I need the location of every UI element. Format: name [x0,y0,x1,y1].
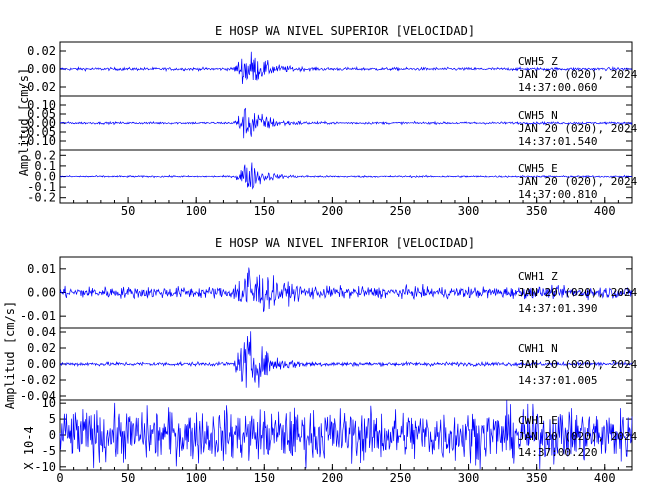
start-time-label: 14:37:00.220 [518,446,597,459]
upper-y-axis-label: Amplitud [cm/s] [17,68,31,176]
y-tick-label: 0.01 [27,262,56,276]
trace-strip-cwh5-n: 0.100.050.00-0.05-0.10 CWH5 N JAN 20 (02… [20,95,638,151]
y-tick-label: -0.2 [27,191,56,205]
y-tick-label: 0.02 [27,44,56,58]
y-tick-label: 0.00 [27,286,56,300]
y-tick-label: 0.05 [27,107,56,121]
start-time-label: 14:37:00.060 [518,81,597,94]
trace-strip-cwh5-z: 0.020.00-0.02 CWH5 Z JAN 20 (020), 2024 … [20,41,638,97]
x-tick-label: 400 [594,471,616,485]
y-tick-label: -0.1 [27,180,56,194]
x-tick-label: 200 [322,204,344,218]
upper-x-axis: 50 100 150 200 250 300 350 400 [73,197,619,218]
lower-x-axis: 0 50 100 150 200 250 300 350 400 [56,464,619,485]
y-tick-label: 0.0 [34,170,56,184]
upper-panel-title: E HOSP WA NIVEL SUPERIOR [VELOCIDAD] [215,24,475,38]
x-tick-label: 150 [253,204,275,218]
strip-y-ticks: 0.02 0.00 -0.02 [20,44,632,94]
y-tick-label: -0.10 [20,134,56,148]
start-time-label: 14:37:00.810 [518,188,597,201]
waveform-trace [59,162,633,190]
x-tick-label: 250 [390,471,412,485]
strip-y-ticks: 0.100.050.00-0.05-0.10 [20,98,632,148]
date-label: JAN 20 (020), 2024 [518,358,638,371]
y-tick-label: -10 [34,460,56,474]
y-tick-label: 0.04 [27,325,56,339]
y-tick-label: -0.02 [20,80,56,94]
trace-strip-cwh1-e: 10 5 0 -5 -10 CWH1 E JAN 20 (020), 2024 14:3… [34,396,637,474]
lower-panel: E HOSP WA NIVEL INFERIOR [VELOCIDAD] Amp… [3,236,638,485]
y-tick-label: 0.00 [27,62,56,76]
y-tick-label: -0.01 [20,309,56,323]
trace-strip-cwh5-e: 0.20.10.0-0.1-0.2 CWH5 E JAN 20 (020), 2… [27,148,637,204]
date-label: JAN 20 (020), 2024 [518,122,638,135]
y-tick-label: 0.00 [27,116,56,130]
x-tick-label: 100 [185,204,207,218]
x-tick-label: 150 [253,471,275,485]
date-label: JAN 20 (020), 2024 [518,175,638,188]
strip-y-ticks: 10 5 0 -5 -10 [34,396,632,474]
x-tick-label: 250 [390,204,412,218]
station-channel-label: CWH5 E [518,162,558,175]
waveform-trace [59,400,633,470]
y-tick-label: 0 [49,428,56,442]
waveform-trace [59,331,633,388]
trace-strip-cwh1-n: 0.04 0.02 0.00 -0.02 -0.04 CWH1 N JAN 20 (02… [20,325,638,403]
upper-panel: E HOSP WA NIVEL SUPERIOR [VELOCIDAD] Amp… [17,24,638,218]
y-tick-label: 10 [42,396,56,410]
y-tick-label: 0.1 [34,159,56,173]
station-channel-label: CWH5 N [518,109,558,122]
station-channel-label: CWH5 Z [518,55,558,68]
strip-y-ticks: 0.20.10.0-0.1-0.2 [27,148,632,205]
y-tick-label: -5 [42,444,56,458]
date-label: JAN 20 (020), 2024 [518,286,638,299]
start-time-label: 14:37:01.540 [518,135,597,148]
x-tick-label: 100 [185,471,207,485]
x-tick-label: 350 [526,204,548,218]
y-tick-label: 0.02 [27,341,56,355]
strip-y-ticks: 0.04 0.02 0.00 -0.02 -0.04 [20,325,632,403]
y-tick-label: 0.00 [27,357,56,371]
start-time-label: 14:37:01.390 [518,302,597,315]
x-tick-label: 0 [56,471,63,485]
y-tick-label: -0.05 [20,125,56,139]
waveform-trace [59,107,633,139]
lower-scale-label: X 10-4 [22,426,36,469]
x-tick-label: 350 [526,471,548,485]
station-channel-label: CWH1 Z [518,270,558,283]
x-tick-label: 50 [121,471,135,485]
x-tick-label: 200 [322,471,344,485]
start-time-label: 14:37:01.005 [518,374,597,387]
date-label: JAN 20 (020), 2024 [518,430,638,443]
y-tick-label: 0.10 [27,98,56,112]
y-tick-label: 5 [49,412,56,426]
x-tick-label: 300 [458,204,480,218]
trace-strip-cwh1-z: 0.010.00-0.01 CWH1 Z JAN 20 (020), 2024 … [20,256,638,329]
strip-y-ticks: 0.01 0.00 -0.01 [20,262,632,323]
x-tick-label: 400 [594,204,616,218]
y-tick-label: 0.2 [34,148,56,162]
waveform-trace [59,267,633,313]
waveform-trace [59,51,633,85]
date-label: JAN 20 (020), 2024 [518,68,638,81]
station-channel-label: CWH1 N [518,342,558,355]
lower-y-axis-label: Amplitud [cm/s] [3,301,17,409]
y-tick-label: -0.04 [20,389,56,403]
x-tick-label: 50 [121,204,135,218]
x-tick-label: 300 [458,471,480,485]
y-tick-label: -0.02 [20,373,56,387]
lower-panel-title: E HOSP WA NIVEL INFERIOR [VELOCIDAD] [215,236,475,250]
station-channel-label: CWH1 E [518,414,558,427]
